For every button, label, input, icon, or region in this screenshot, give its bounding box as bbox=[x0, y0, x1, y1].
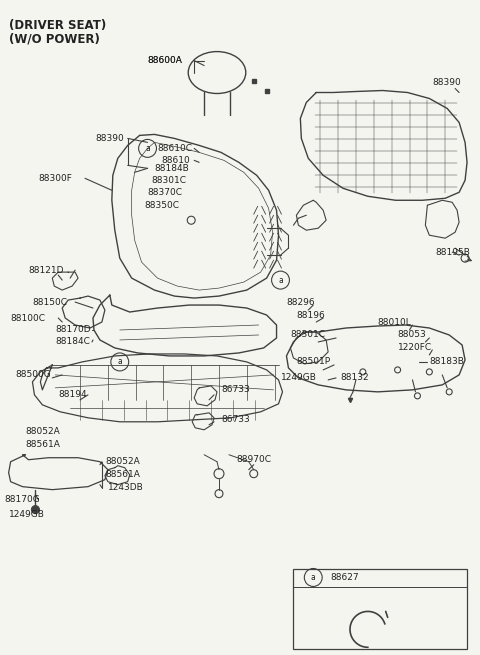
Text: 88196: 88196 bbox=[296, 310, 325, 320]
Text: 88184B: 88184B bbox=[155, 164, 189, 173]
Text: 88350C: 88350C bbox=[144, 201, 180, 210]
Text: (DRIVER SEAT): (DRIVER SEAT) bbox=[9, 18, 106, 31]
Text: a: a bbox=[311, 573, 316, 582]
Text: 1249GB: 1249GB bbox=[9, 510, 45, 519]
Text: a: a bbox=[118, 358, 122, 366]
Text: 1249GB: 1249GB bbox=[280, 373, 316, 383]
Text: 88195B: 88195B bbox=[435, 248, 470, 257]
Text: 88610: 88610 bbox=[161, 156, 190, 165]
Text: 88501P: 88501P bbox=[296, 358, 331, 366]
Text: 88610C: 88610C bbox=[157, 144, 192, 153]
Text: 88132: 88132 bbox=[340, 373, 369, 383]
Text: 88052A: 88052A bbox=[105, 457, 140, 466]
Bar bbox=[293, 569, 467, 649]
Text: 88121D: 88121D bbox=[28, 266, 64, 274]
Text: 1220FC: 1220FC bbox=[397, 343, 432, 352]
Text: 88010L: 88010L bbox=[378, 318, 411, 326]
Text: 88150C: 88150C bbox=[33, 297, 68, 307]
Text: 88600A: 88600A bbox=[147, 56, 182, 65]
Text: 88370C: 88370C bbox=[147, 188, 182, 196]
Text: 88053: 88053 bbox=[397, 331, 426, 339]
Text: 88300F: 88300F bbox=[38, 174, 72, 183]
Text: 88170G: 88170G bbox=[5, 495, 40, 504]
Text: 88301C: 88301C bbox=[152, 176, 187, 185]
Text: (W/O POWER): (W/O POWER) bbox=[9, 33, 99, 46]
Text: 88296: 88296 bbox=[287, 297, 315, 307]
Text: 88600A: 88600A bbox=[147, 56, 182, 65]
Text: 88183B: 88183B bbox=[429, 358, 464, 366]
Circle shape bbox=[32, 506, 39, 514]
Text: 88052A: 88052A bbox=[25, 427, 60, 436]
Text: 88390: 88390 bbox=[95, 134, 124, 143]
Text: 88561A: 88561A bbox=[25, 440, 60, 449]
Text: 88970C: 88970C bbox=[237, 455, 272, 464]
Text: a: a bbox=[278, 276, 283, 285]
Text: 88627: 88627 bbox=[330, 573, 359, 582]
Text: 86733: 86733 bbox=[221, 385, 250, 394]
Text: 88100C: 88100C bbox=[11, 314, 46, 322]
Text: 88301C: 88301C bbox=[290, 331, 325, 339]
Text: 88390: 88390 bbox=[432, 78, 461, 87]
Text: 88194: 88194 bbox=[58, 390, 87, 400]
Text: 1243DB: 1243DB bbox=[108, 483, 144, 492]
Text: 88500G: 88500G bbox=[15, 370, 51, 379]
Text: a: a bbox=[145, 144, 150, 153]
Text: 88561A: 88561A bbox=[105, 470, 140, 479]
Text: 88170D: 88170D bbox=[55, 326, 91, 335]
Text: 88184C: 88184C bbox=[55, 337, 90, 346]
Text: 86733: 86733 bbox=[221, 415, 250, 424]
